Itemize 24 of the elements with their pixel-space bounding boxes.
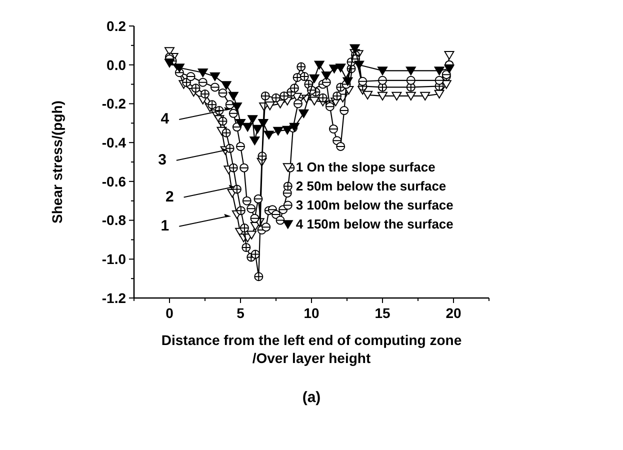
legend-label: 1 On the slope surface	[296, 160, 436, 175]
x-axis-title: Distance from the left end of computing zone /Over layer height	[161, 332, 462, 366]
y-tick-label: -0.4	[102, 134, 126, 150]
x-tick-label: 20	[446, 305, 462, 321]
y-tick-label: -1.0	[102, 251, 126, 268]
x-tick-label: 10	[304, 305, 320, 321]
y-tick-label: 0.2	[106, 18, 126, 34]
y-tick-label: -0.6	[102, 173, 126, 190]
x-tick-label: 0	[166, 305, 174, 321]
y-axis-title: Shear stress/(pgh)	[49, 100, 65, 224]
legend-label: 4 150m below the surface	[296, 216, 454, 232]
legend-label: 3 100m below the surface	[296, 198, 454, 213]
annotation: 2	[165, 188, 174, 206]
annotation: 3	[158, 151, 166, 168]
y-tick-label: -0.8	[102, 212, 126, 228]
annotation: 1	[160, 217, 170, 234]
y-tick-label: 0.0	[106, 56, 126, 73]
y-tick-label: -0.2	[102, 96, 126, 112]
legend-label: 2 50m below the surface	[296, 178, 446, 194]
y-tick-label: -1.2	[102, 290, 126, 306]
text: (a)	[302, 389, 321, 406]
annotation: 4	[160, 110, 170, 128]
x-tick-label: 5	[236, 305, 245, 321]
x-tick-label: 15	[374, 305, 390, 321]
